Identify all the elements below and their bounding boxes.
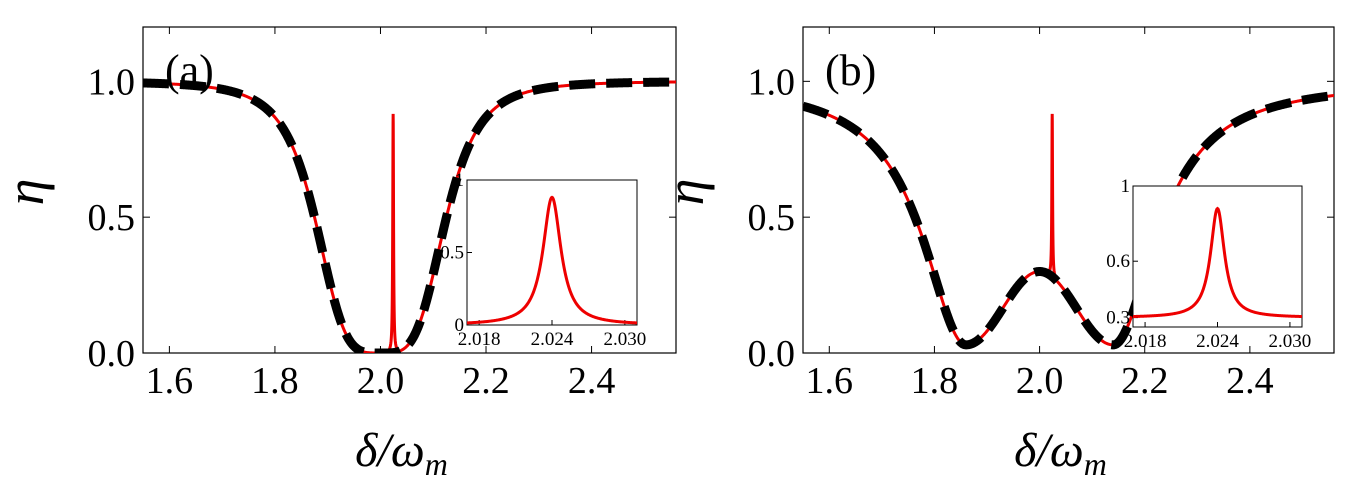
- x-tick-label: 2.0: [357, 360, 405, 402]
- y-tick-label: 0.5: [88, 197, 136, 239]
- inset-x-tick-label: 2.018: [458, 329, 501, 350]
- x-tick-label: 2.2: [1121, 360, 1169, 402]
- y-tick-label: 0.0: [748, 333, 796, 375]
- x-tick-label: 2.4: [1226, 360, 1274, 402]
- x-tick-label: 1.8: [251, 360, 299, 402]
- x-tick-label: 1.6: [806, 360, 854, 402]
- series-approx-b: [803, 90, 1334, 350]
- panel-a: 1.6 1.8 2.0 2.2 2.40.00.51.0 (a)ηδ/ωm2.018 2.0…: [0, 26, 677, 482]
- inset-y-tick-label: 1: [455, 170, 465, 191]
- series-approx-a: [143, 77, 676, 353]
- plot-frame-b: [802, 26, 1335, 354]
- y-tick-label: 0.0: [88, 333, 136, 375]
- inset-x-tick-label: 2.024: [531, 329, 574, 350]
- inset-y-tick-label: 0.5: [440, 243, 464, 264]
- inset-y-tick-label: 0.6: [1106, 251, 1130, 272]
- inset-series-exact: [1133, 206, 1302, 319]
- x-tick-label: 2.2: [462, 360, 510, 402]
- y-axis-label: η: [0, 179, 55, 206]
- y-tick-label: 1.0: [88, 61, 136, 103]
- series-exact-peak-a: [386, 113, 400, 353]
- panel-b: 1.6 1.8 2.0 2.2 2.40.00.51.0 (b)ηδ/ωm2.018 2.0…: [655, 26, 1335, 482]
- x-tick-label: 2.0: [1016, 360, 1064, 402]
- inset-x-tick-label: 2.018: [1124, 331, 1167, 352]
- plot-frame-a: [142, 26, 677, 354]
- inset-y-tick-label: 0: [455, 315, 465, 336]
- x-tick-label: 1.8: [911, 360, 959, 402]
- x-axis-label: δ/ωm: [355, 424, 448, 482]
- inset-y-tick-label: 0.3: [1106, 308, 1130, 329]
- inset-y-tick-label: 1: [1121, 176, 1131, 197]
- y-tick-label: 1.0: [748, 61, 796, 103]
- panel-label: (b): [825, 46, 876, 95]
- x-axis-label: δ/ωm: [1014, 424, 1107, 482]
- y-tick-label: 0.5: [748, 197, 796, 239]
- x-tick-label: 2.4: [568, 360, 616, 402]
- inset-x-tick-label: 2.030: [1269, 331, 1312, 352]
- inset-x-tick-label: 2.030: [603, 329, 646, 350]
- inset-frame: [466, 179, 638, 326]
- series-exact-peak-b: [1047, 113, 1059, 282]
- y-axis-label: η: [655, 179, 715, 206]
- inset-b: 2.018 2.024 2.030 0.3 0.6 1: [1106, 176, 1311, 352]
- panel-label: (a): [165, 46, 214, 95]
- inset-a: 2.018 2.024 2.030 0 0.5 1: [440, 170, 646, 350]
- x-tick-label: 1.6: [146, 360, 194, 402]
- inset-x-tick-label: 2.024: [1196, 331, 1239, 352]
- inset-series-exact: [467, 195, 637, 325]
